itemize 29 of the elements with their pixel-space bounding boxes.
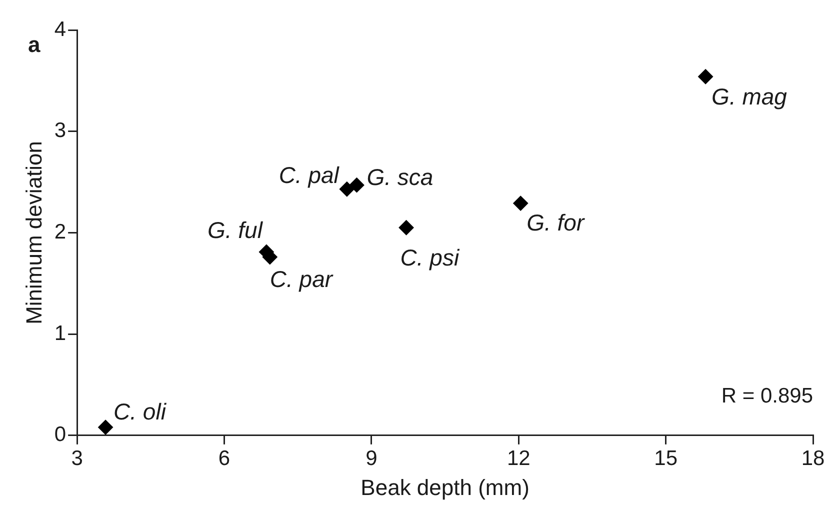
x-tick-label: 6	[218, 446, 230, 470]
y-axis-title: Minimum deviation	[21, 140, 46, 324]
y-tick-label: 4	[54, 18, 66, 41]
annotation: R = 0.895	[721, 384, 813, 408]
x-axis-title: Beak depth (mm)	[360, 474, 530, 500]
x-tick-label: 9	[366, 446, 378, 470]
annotation: C. pal	[278, 162, 340, 188]
x-tick-label: 3	[71, 446, 83, 470]
annotation: C. psi	[400, 244, 460, 271]
annotation: C. par	[270, 266, 334, 292]
y-tick-label: 0	[54, 423, 66, 446]
annotation: G. mag	[712, 84, 788, 110]
annotation: G. ful	[207, 216, 264, 243]
x-tick-label: 12	[506, 446, 530, 470]
y-tick-label: 1	[54, 322, 66, 345]
x-tick-label: 15	[654, 446, 678, 470]
point	[513, 196, 528, 211]
point	[349, 178, 364, 193]
y-tick-label: 3	[54, 119, 66, 142]
point	[98, 420, 114, 435]
x-tick-label: 18	[801, 446, 825, 470]
annotation: G. for	[526, 209, 586, 236]
y-tick-label: 2	[54, 220, 66, 244]
annotation: G. sca	[366, 164, 434, 190]
annotation: C. oli	[114, 398, 167, 424]
point	[698, 69, 714, 84]
text: a	[28, 32, 41, 57]
point	[339, 182, 354, 197]
point	[398, 220, 414, 236]
